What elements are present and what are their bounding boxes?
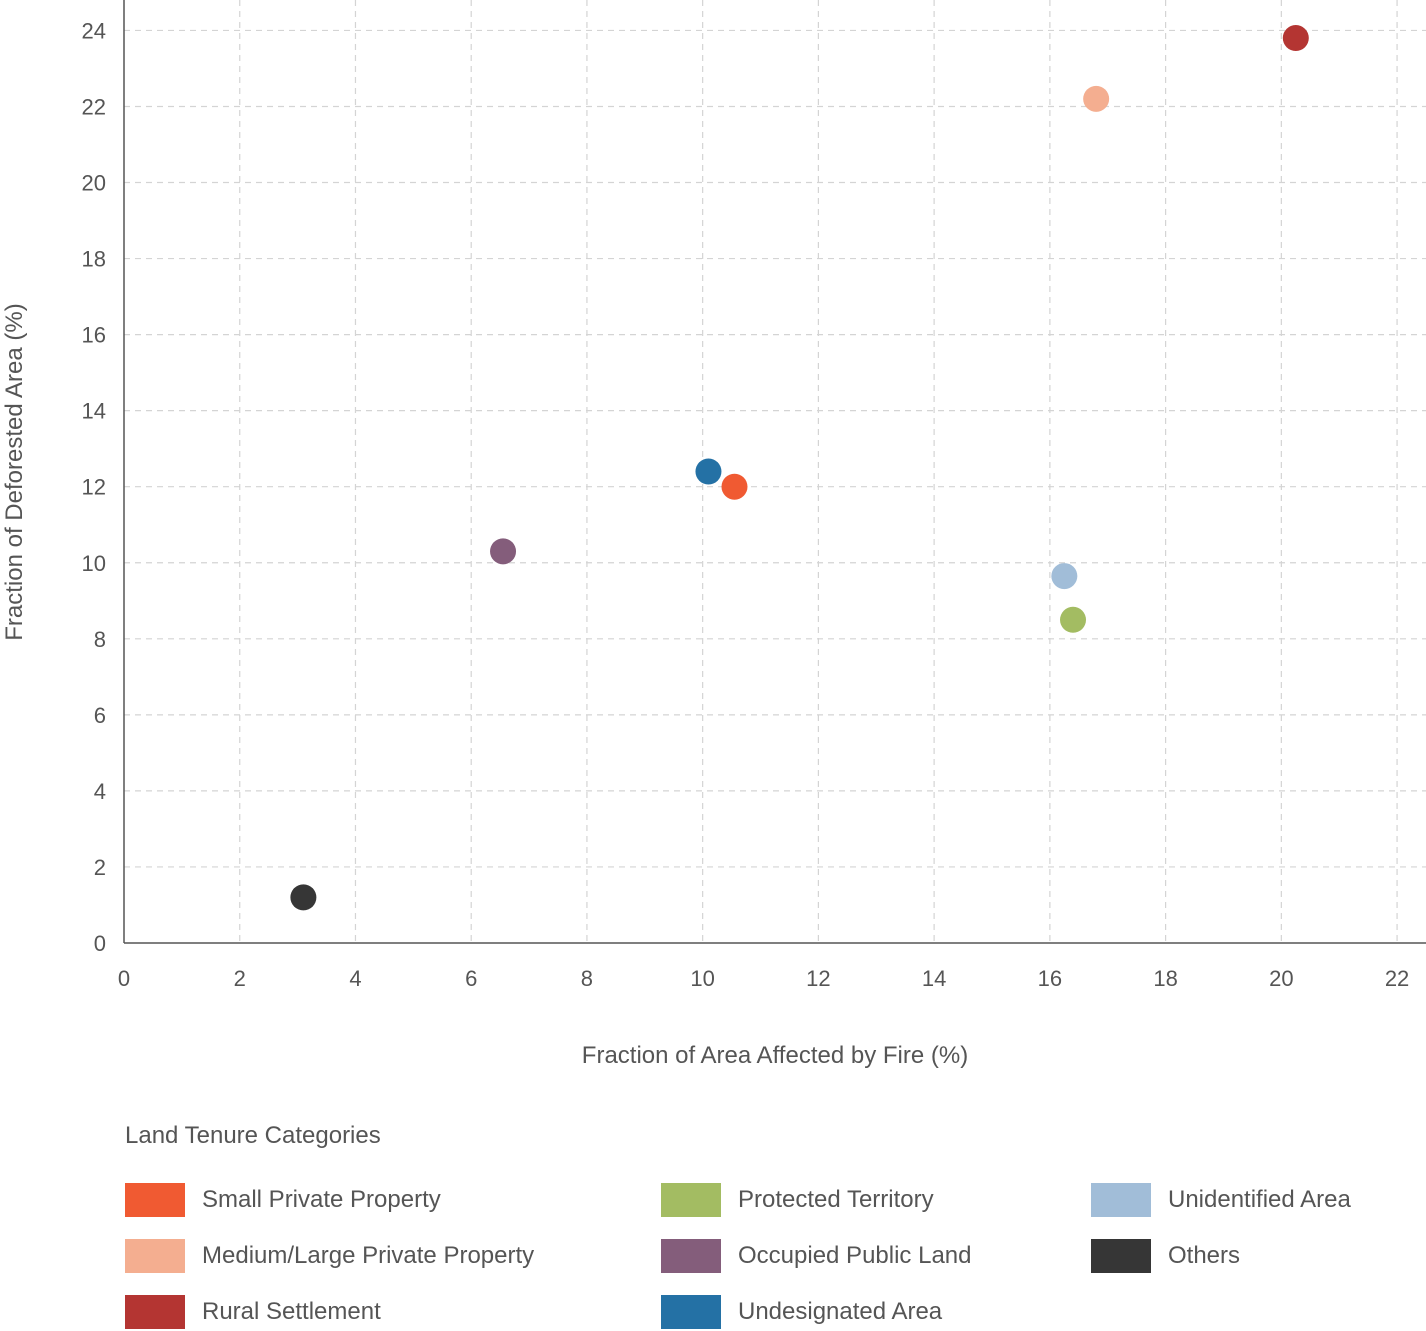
x-tick-label: 0 (118, 966, 130, 991)
legend-title: Land Tenure Categories (125, 1122, 381, 1149)
legend-label: Medium/Large Private Property (202, 1242, 535, 1269)
legend-label: Unidentified Area (1168, 1186, 1351, 1213)
legend-swatch (125, 1295, 185, 1329)
y-tick-label: 0 (94, 931, 106, 956)
legend-swatch (1091, 1183, 1151, 1217)
legend-swatch (1091, 1239, 1151, 1273)
legend-label: Small Private Property (202, 1186, 441, 1213)
legend-item: Others (1091, 1239, 1240, 1273)
legend-swatch (125, 1183, 185, 1217)
x-tick-label: 2 (234, 966, 246, 991)
y-axis-label: Fraction of Deforested Area (%) (1, 303, 28, 640)
x-tick-label: 12 (806, 966, 830, 991)
legend-label: Undesignated Area (738, 1298, 943, 1325)
x-tick-label: 6 (465, 966, 477, 991)
legend-label: Others (1168, 1242, 1241, 1269)
grid-lines (124, 0, 1426, 943)
x-tick-label: 8 (581, 966, 593, 991)
y-tick-label: 24 (82, 18, 106, 43)
y-tick-label: 14 (82, 399, 106, 424)
legend-item: Undesignated Area (661, 1295, 942, 1329)
y-tick-label: 6 (94, 703, 106, 728)
data-point (490, 538, 517, 565)
data-point (1083, 85, 1110, 112)
data-point (721, 473, 748, 500)
x-axis-label: Fraction of Area Affected by Fire (%) (582, 1042, 968, 1069)
x-tick-label: 16 (1038, 966, 1062, 991)
legend-swatch (661, 1183, 721, 1217)
legend-swatch (661, 1239, 721, 1273)
y-tick-label: 22 (82, 94, 106, 119)
legend-item: Protected Territory (661, 1183, 934, 1217)
data-point (290, 884, 317, 911)
legend-label: Protected Territory (738, 1186, 934, 1213)
legend-label: Rural Settlement (202, 1298, 381, 1325)
legend-item: Unidentified Area (1091, 1183, 1351, 1217)
data-point (695, 458, 722, 485)
x-tick-labels: 0 2 4 6 8 10 12 14 16 18 20 22 (118, 966, 1409, 991)
y-tick-label: 4 (94, 779, 106, 804)
y-tick-label: 8 (94, 627, 106, 652)
data-point (1051, 563, 1078, 590)
y-tick-label: 2 (94, 855, 106, 880)
y-tick-label: 10 (82, 551, 106, 576)
y-tick-label: 20 (82, 171, 106, 196)
legend-item: Medium/Large Private Property (125, 1239, 534, 1273)
axes (123, 0, 1426, 944)
x-tick-label: 18 (1153, 966, 1177, 991)
x-tick-label: 22 (1385, 966, 1409, 991)
y-tick-label: 16 (82, 323, 106, 348)
x-tick-label: 10 (690, 966, 714, 991)
data-point (1282, 25, 1309, 52)
x-tick-label: 14 (922, 966, 946, 991)
legend-swatch (125, 1239, 185, 1273)
x-tick-label: 20 (1269, 966, 1293, 991)
legend-item: Small Private Property (125, 1183, 441, 1217)
y-tick-label: 18 (82, 247, 106, 272)
x-tick-label: 4 (349, 966, 361, 991)
y-tick-label: 12 (82, 475, 106, 500)
legend-item: Occupied Public Land (661, 1239, 971, 1273)
data-point (1060, 606, 1087, 633)
legend-label: Occupied Public Land (738, 1242, 972, 1269)
legend-swatch (661, 1295, 721, 1329)
data-points (290, 25, 1309, 911)
scatter-chart: 0 2 4 6 8 10 12 14 16 18 20 22 02468101214161820222… (1, 0, 1426, 1069)
legend-item: Rural Settlement (125, 1295, 381, 1329)
